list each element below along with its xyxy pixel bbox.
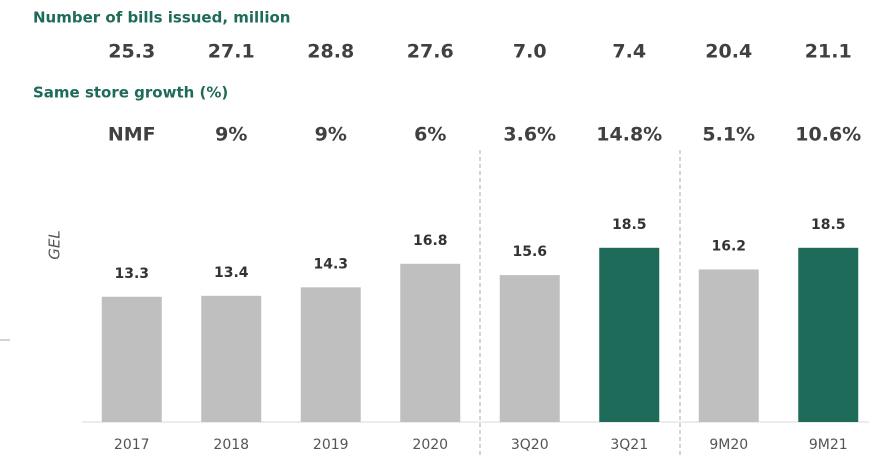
row-value: 28.8 — [307, 41, 354, 63]
row-value: 21.1 — [805, 41, 852, 63]
x-tick-label: 2018 — [213, 437, 249, 453]
row-value: 3.6% — [503, 124, 556, 146]
row-value: 25.3 — [108, 41, 155, 63]
row-value: NMF — [108, 124, 156, 146]
row-value: 27.6 — [407, 41, 454, 63]
bar — [499, 275, 560, 422]
row-value: 27.1 — [208, 41, 255, 63]
row-title: Number of bills issued, million — [33, 9, 290, 27]
row-value: 9% — [315, 124, 347, 146]
bar — [101, 296, 162, 422]
row-value: 7.0 — [513, 41, 547, 63]
bar — [300, 287, 361, 422]
row-value: 5.1% — [702, 124, 755, 146]
row-value: 7.4 — [612, 41, 646, 63]
x-tick-label: 2019 — [313, 437, 349, 453]
bar-value-label: 18.5 — [811, 217, 846, 233]
bar — [599, 247, 660, 422]
x-tick-label: 2017 — [114, 437, 150, 453]
bar — [400, 263, 461, 422]
bar-value-label: 16.2 — [711, 238, 746, 254]
bar-value-label: 13.4 — [214, 265, 249, 281]
row-value: 10.6% — [795, 124, 861, 146]
row-value: 9% — [215, 124, 247, 146]
row-value: 14.8% — [596, 124, 662, 146]
bar-value-label: 13.3 — [114, 266, 149, 282]
row-value: 6% — [414, 124, 446, 146]
x-tick-label: 2020 — [412, 437, 448, 453]
x-tick-label: 3Q21 — [610, 437, 648, 453]
bar-value-label: 14.3 — [313, 256, 348, 272]
row-value: 20.4 — [705, 41, 752, 63]
bar — [201, 295, 262, 422]
bar — [698, 269, 759, 422]
bar-value-label: 15.6 — [512, 244, 547, 260]
x-tick-label: 3Q20 — [511, 437, 549, 453]
x-tick-label: 9M21 — [809, 437, 848, 453]
bar — [798, 247, 859, 422]
bar-value-label: 18.5 — [612, 217, 647, 233]
y-axis-label: GEL — [46, 230, 64, 259]
x-tick-label: 9M20 — [709, 437, 748, 453]
row-title: Same store growth (%) — [33, 84, 228, 102]
bar-value-label: 16.8 — [413, 233, 448, 249]
